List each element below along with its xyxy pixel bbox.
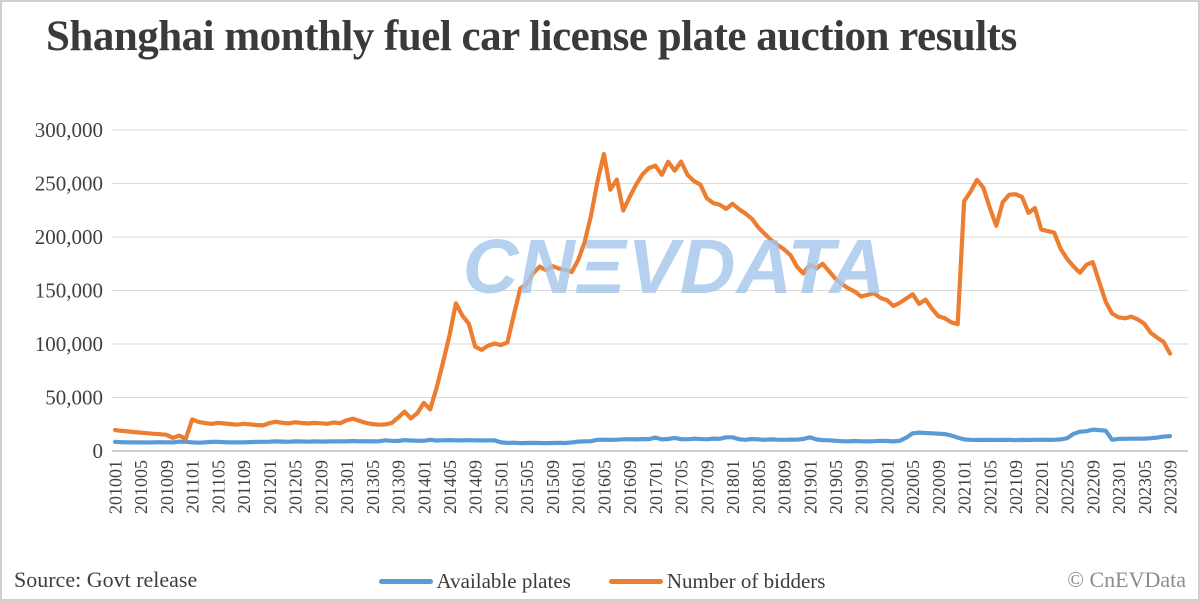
number-of-bidders-line-swatch — [608, 579, 663, 584]
x-tick-label: 201501 — [492, 460, 512, 514]
x-tick-label: 201009 — [157, 460, 177, 514]
x-tick-label: 201409 — [466, 460, 486, 514]
x-tick-label: 201405 — [440, 460, 460, 514]
legend-label-number-of-bidders: Number of bidders — [666, 569, 826, 593]
x-tick-label: 202301 — [1109, 460, 1129, 514]
y-tick-label: 50,000 — [45, 386, 103, 410]
x-tick-label: 201901 — [800, 460, 820, 514]
x-tick-label: 201005 — [131, 460, 151, 514]
x-tick-label: 201301 — [337, 460, 357, 514]
copyright-note: © CnEVData — [1067, 567, 1186, 592]
x-tick-label: 201309 — [389, 460, 409, 514]
legend-item-available-plates: Available plates — [378, 569, 571, 594]
x-tick-label: 201109 — [234, 460, 254, 513]
x-tick-label: 201305 — [363, 460, 383, 514]
x-tick-label: 201909 — [852, 460, 872, 514]
y-tick-label: 200,000 — [35, 225, 103, 249]
x-tick-label: 201809 — [775, 460, 795, 514]
x-tick-label: 201101 — [183, 460, 203, 513]
x-tick-label: 201709 — [697, 460, 717, 514]
x-tick-label: 202101 — [955, 460, 975, 514]
x-tick-label: 202309 — [1161, 460, 1181, 514]
x-tick-label: 201401 — [414, 460, 434, 514]
legend-label-available-plates: Available plates — [436, 569, 571, 593]
x-tick-label: 202109 — [1006, 460, 1026, 514]
x-tick-label: 201705 — [672, 460, 692, 514]
x-tick-label: 201201 — [260, 460, 280, 514]
y-tick-label: 250,000 — [35, 172, 103, 196]
watermark-logo: CNΞVDATA — [462, 224, 887, 310]
x-tick-label: 201509 — [543, 460, 563, 514]
series-line-number-of-bidders — [112, 151, 1173, 441]
legend-item-number-of-bidders: Number of bidders — [608, 569, 826, 594]
y-tick-label: 300,000 — [35, 118, 103, 142]
x-tick-label: 202001 — [878, 460, 898, 514]
x-tick-label: 201505 — [517, 460, 537, 514]
x-tick-label: 202005 — [903, 460, 923, 514]
y-tick-label: 0 — [93, 439, 104, 463]
x-tick-label: 201805 — [749, 460, 769, 514]
available-plates-line-swatch — [378, 579, 433, 584]
x-tick-label: 201105 — [208, 460, 228, 513]
series-line-available-plates — [112, 427, 1173, 446]
source-note: Source: Govt release — [14, 567, 198, 592]
footer-row: Source: Govt release Available plates Nu… — [2, 565, 1198, 599]
x-tick-label: 201905 — [826, 460, 846, 514]
x-tick-label: 202201 — [1032, 460, 1052, 514]
x-tick-label: 201209 — [311, 460, 331, 514]
x-tick-label: 201205 — [286, 460, 306, 514]
x-tick-label: 201601 — [569, 460, 589, 514]
y-tick-label: 150,000 — [35, 279, 103, 303]
x-tick-label: 201001 — [106, 460, 126, 514]
x-tick-label: 201605 — [594, 460, 614, 514]
legend: Available plates Number of bidders — [2, 569, 1198, 594]
y-tick-label: 100,000 — [35, 332, 103, 356]
chart-title: Shanghai monthly fuel car license plate … — [46, 13, 1017, 60]
x-tick-label: 202009 — [929, 460, 949, 514]
x-tick-label: 202305 — [1135, 460, 1155, 514]
x-tick-label: 201701 — [646, 460, 666, 514]
x-tick-label: 201609 — [620, 460, 640, 514]
x-tick-label: 202205 — [1058, 460, 1078, 514]
x-tick-label: 202209 — [1083, 460, 1103, 514]
x-tick-label: 201801 — [723, 460, 743, 514]
x-tick-label: 202105 — [980, 460, 1000, 514]
